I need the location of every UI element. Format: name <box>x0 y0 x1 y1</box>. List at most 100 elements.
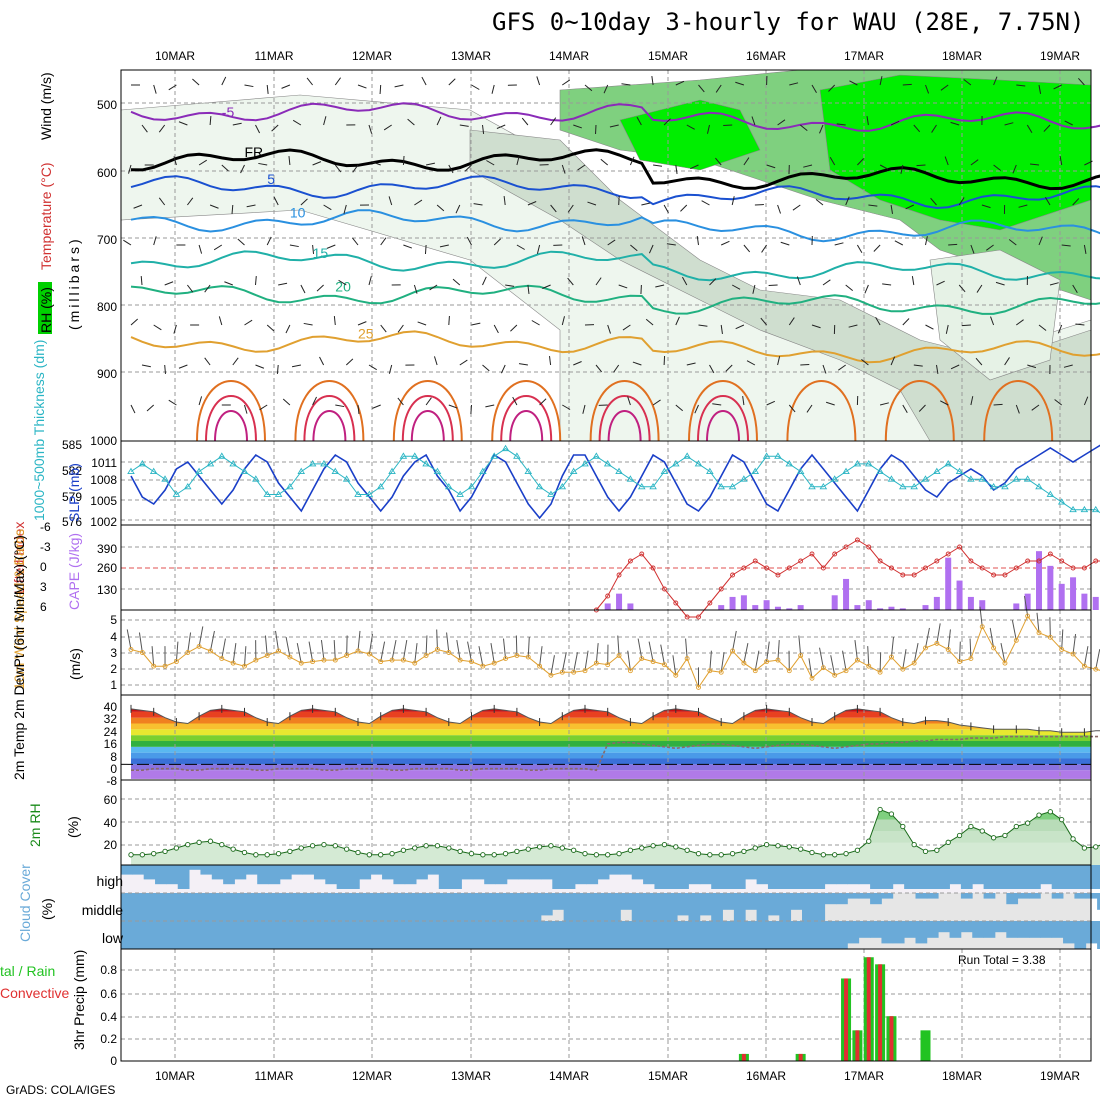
wind-barb <box>641 202 651 206</box>
rh2m-axis-label: 2m RH <box>27 803 43 847</box>
wind-barb <box>448 315 450 326</box>
wind-barb <box>380 641 386 662</box>
wind-barb <box>316 284 324 292</box>
isotherm-label: -5 <box>222 104 235 120</box>
cloud-high-cell <box>563 865 576 889</box>
cloud-row-label: middle <box>82 902 123 918</box>
cloud-low-cell <box>1006 921 1019 938</box>
wind-barb <box>510 324 518 332</box>
wind-barb <box>925 324 934 330</box>
wind-barb <box>275 630 280 652</box>
cape-bar <box>604 603 611 610</box>
wind-speed-point <box>820 665 826 671</box>
thickness-point <box>490 452 498 459</box>
temp-tick: 0 <box>110 762 117 776</box>
thickness-point <box>785 460 794 467</box>
date-label: 16MAR <box>746 49 786 63</box>
thickness-point <box>989 482 998 490</box>
wind-speed-point <box>832 672 838 678</box>
wind-barb <box>584 650 589 671</box>
wind-barb <box>1063 364 1073 368</box>
rh2m-point <box>298 845 304 851</box>
cloud-low-cell <box>960 921 973 933</box>
cape-bar <box>877 608 884 610</box>
cape-bar <box>616 593 623 610</box>
thickness-point <box>933 467 941 474</box>
rh2m-point <box>525 846 531 852</box>
cloud-mid-cell <box>1029 893 1041 899</box>
thickness-point <box>1023 475 1032 482</box>
wind-barb <box>868 204 878 207</box>
wind-barb <box>864 284 869 294</box>
wind-barb <box>655 284 665 288</box>
thickness-axis-label: 1000~500mb Thickness (dm) <box>31 340 47 521</box>
wind-speed-point <box>662 662 667 668</box>
rh2m-point <box>502 851 509 857</box>
thickness-point <box>524 467 533 474</box>
rh2m-point <box>491 852 497 858</box>
wind-barb <box>244 319 253 326</box>
wind-barb <box>209 204 219 209</box>
cloud-high-cell <box>620 865 633 875</box>
rh2m-band <box>131 809 1091 820</box>
cloud-mid-cell <box>1085 893 1098 899</box>
wind-barb <box>187 197 194 206</box>
wind-barb <box>890 120 900 126</box>
rh2m-point <box>661 841 668 848</box>
cape-bar <box>831 595 838 610</box>
rh2m-point <box>185 841 191 848</box>
wind-barb <box>368 364 377 371</box>
wind-barb <box>391 639 397 661</box>
thickness-point <box>830 475 839 482</box>
cape-tick: 260 <box>97 561 117 575</box>
wind-speed-point <box>696 684 701 690</box>
cloud-mid-cell <box>756 893 769 921</box>
cloud-mid-cell <box>767 893 780 916</box>
rh2m-point <box>241 849 248 856</box>
cloud-high-cell <box>824 865 837 885</box>
cloud-mid-cell <box>200 893 213 921</box>
wind-speed-point <box>707 668 713 674</box>
cloud-high-cell <box>166 865 179 885</box>
wind-barb <box>875 316 881 326</box>
cloud-low-cell <box>1085 921 1098 944</box>
wind-speed-point <box>616 653 622 658</box>
rh2m-point <box>548 843 554 849</box>
thickness-point <box>376 482 385 490</box>
wind-barb <box>562 79 571 86</box>
cloud-high-cell <box>427 865 440 875</box>
y-tick-label: 600 <box>97 166 117 180</box>
upper-air-panel: -5 FR5 10 15 20 25 500 600 700 800 900 1000 R… <box>38 69 1100 448</box>
wind-speed-point <box>571 669 577 675</box>
cloud-low-cell <box>143 921 156 949</box>
temp-band <box>131 708 1091 712</box>
li-point <box>1093 558 1099 564</box>
wind-barb <box>581 236 586 246</box>
rh2m-point <box>128 852 134 858</box>
wind-barb <box>948 243 958 246</box>
cloud-low-cell <box>620 921 633 949</box>
cloud-low-cell <box>416 921 428 949</box>
wind-barb <box>834 242 844 246</box>
rh2m-point <box>582 851 588 857</box>
rh2m-point <box>673 844 679 850</box>
cloud-mid-cell <box>155 893 167 921</box>
wind-barb <box>940 84 949 91</box>
hot-contour <box>401 395 454 442</box>
slp-tick: 1008 <box>90 473 117 487</box>
wind-barb <box>603 84 609 94</box>
cloud-low-cell <box>790 921 803 949</box>
cloud-low-cell <box>722 921 735 949</box>
wind-speed-line <box>130 615 1100 689</box>
wind-barb <box>918 404 926 412</box>
wind-barb <box>766 641 770 662</box>
rh2m-point <box>922 848 929 855</box>
rh2m-area <box>131 809 1100 865</box>
wind-barb <box>902 318 910 326</box>
wind-barb <box>1038 324 1047 331</box>
li-point <box>752 558 758 564</box>
cloud-low-cell <box>427 921 440 949</box>
wind-speed-point <box>1013 637 1019 643</box>
wind-barb <box>1054 399 1063 406</box>
